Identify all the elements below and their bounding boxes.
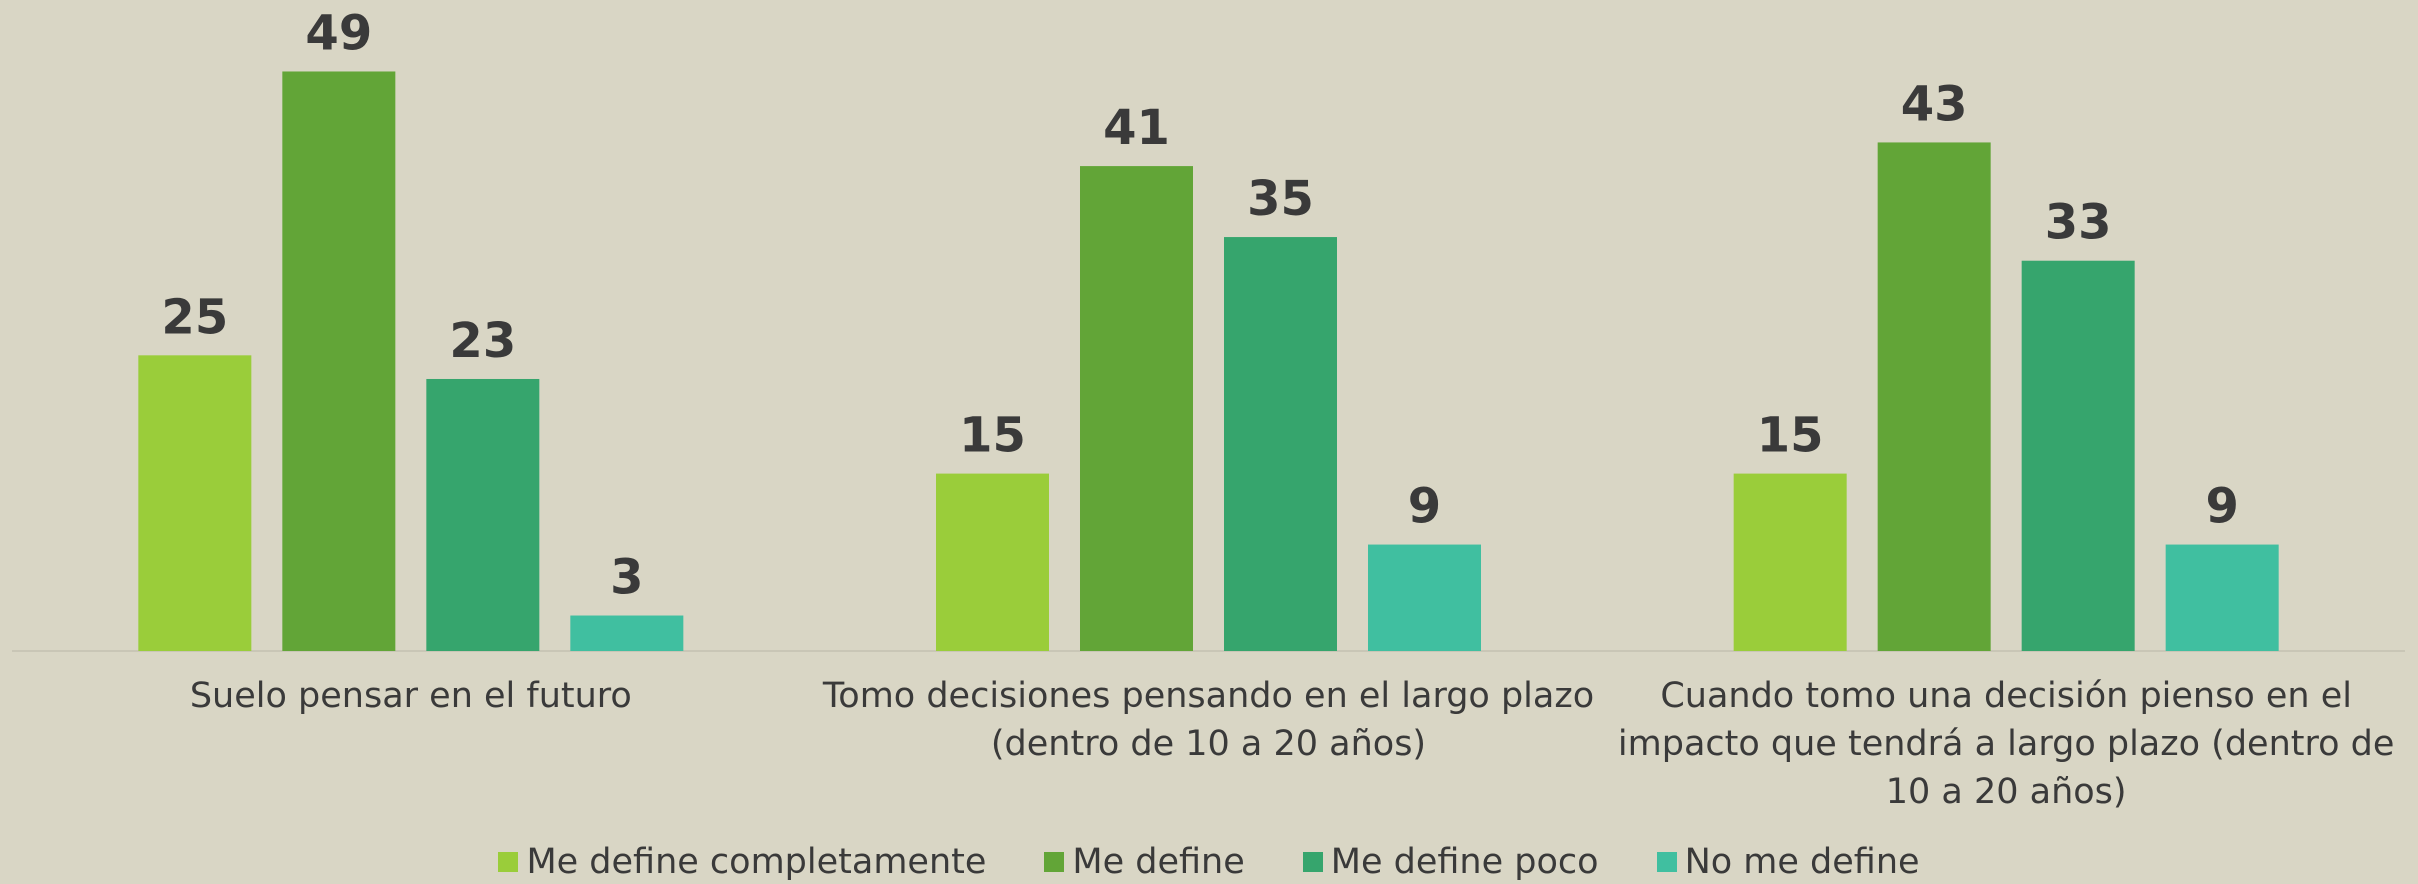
bar (1080, 166, 1193, 651)
x-tick-label: Cuando tomo una decisión pienso en el im… (1617, 676, 2395, 812)
legend-label: Me define poco (1330, 842, 1599, 882)
legend-item: Me define completamente (498, 840, 986, 884)
bar (1368, 544, 1481, 651)
legend-item: Me define (1044, 840, 1245, 884)
legend-swatch (1656, 852, 1677, 872)
legend-label: Me define completamente (526, 842, 987, 882)
bar (138, 355, 252, 651)
bar (282, 71, 396, 651)
value-label: 25 (161, 289, 228, 345)
legend-label: No me define (1684, 842, 1920, 882)
value-label: 9 (1408, 479, 1441, 535)
value-label: 33 (2045, 195, 2112, 251)
bar (570, 615, 684, 651)
x-tick-label: Suelo pensar en el futuro (189, 676, 632, 716)
bar (2165, 544, 2279, 651)
value-label: 9 (2205, 479, 2238, 535)
value-label: 15 (1757, 408, 1824, 464)
legend-swatch (1044, 852, 1065, 872)
legend-label: Me define (1072, 842, 1245, 882)
value-label: 43 (1901, 76, 1968, 132)
legend: Me define completamente Me define Me defin… (0, 840, 2418, 884)
legend-swatch (1302, 852, 1323, 872)
legend-swatch (498, 852, 519, 872)
bar (936, 473, 1049, 651)
legend-item: No me define (1656, 840, 1920, 884)
bar (1733, 473, 1847, 651)
value-label: 49 (305, 5, 372, 61)
bar (426, 378, 540, 651)
bar (1877, 142, 1991, 651)
x-tick-label: Tomo decisiones pensando en el largo pla… (822, 676, 1595, 764)
legend-item: Me define poco (1302, 840, 1599, 884)
value-label: 3 (610, 550, 643, 606)
value-label: 35 (1247, 171, 1314, 227)
value-label: 23 (449, 313, 516, 369)
bar (1224, 237, 1337, 652)
value-label: 41 (1103, 100, 1170, 156)
value-label: 15 (959, 408, 1026, 464)
bar (2021, 260, 2135, 651)
